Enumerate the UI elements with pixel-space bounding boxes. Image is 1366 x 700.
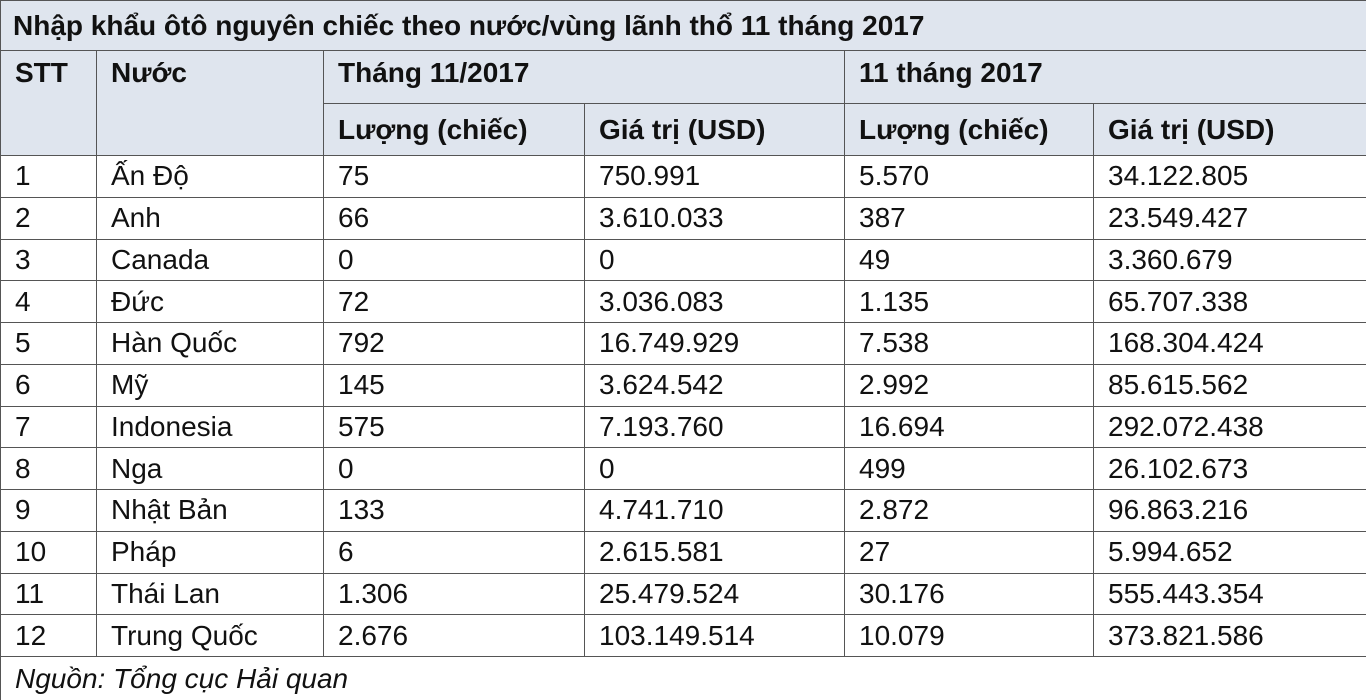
table-cell: 3.624.542 <box>584 363 845 407</box>
table-row: 8 Nga 0 0 499 26.102.673 <box>0 447 1366 490</box>
table-cell: 5 <box>0 322 97 365</box>
table-cell: 30.176 <box>844 572 1094 616</box>
table-cell: 0 <box>584 238 845 282</box>
table-row: 7 Indonesia 575 7.193.760 16.694 292.072.438 <box>0 405 1366 449</box>
table-cell: 3.036.083 <box>584 280 845 323</box>
table-cell: 555.443.354 <box>1092 572 1366 616</box>
table-cell: 1.135 <box>844 280 1094 323</box>
table-cell: Đức <box>96 280 324 323</box>
table-cell: Anh <box>96 196 324 240</box>
table-cell: 66 <box>323 196 585 240</box>
table-row: 3 Canada 0 0 49 3.360.679 <box>0 238 1366 282</box>
table-cell: Thái Lan <box>96 572 324 616</box>
header-cell: 11 tháng 2017 <box>843 50 1366 104</box>
table-cell: Pháp <box>96 530 324 574</box>
table-cell: 8 <box>0 447 97 490</box>
header-cell: Lượng (chiếc) <box>844 103 1094 156</box>
table-cell: 11 <box>0 572 97 616</box>
table-row: 12 Trung Quốc 2.676 103.149.514 10.079 373.82… <box>0 614 1366 657</box>
table-cell: 96.863.216 <box>1092 489 1366 532</box>
table-cell: 3.610.033 <box>584 196 845 240</box>
source-note: Nguồn: Tổng cục Hải quan <box>0 656 1366 700</box>
table-cell: 26.102.673 <box>1092 447 1366 490</box>
table-cell: Nga <box>96 447 324 490</box>
table-cell: 292.072.438 <box>1092 405 1366 449</box>
table-cell: 168.304.424 <box>1092 322 1366 365</box>
table-cell: Canada <box>96 238 324 282</box>
table-row: 11 Thái Lan 1.306 25.479.524 30.176 555.443.3… <box>0 572 1366 616</box>
table-cell: 34.122.805 <box>1092 155 1366 198</box>
table-cell: 5.570 <box>844 155 1094 198</box>
table-cell: Indonesia <box>96 405 324 449</box>
table-cell: 10.079 <box>844 614 1094 657</box>
table-cell: Hàn Quốc <box>96 322 324 365</box>
table-cell: 75 <box>323 155 585 198</box>
table-cell: 2.615.581 <box>584 530 845 574</box>
table-row: 1 Ấn Độ 75 750.991 5.570 34.122.805 <box>0 155 1366 198</box>
table-cell: 4.741.710 <box>584 489 845 532</box>
table-cell: 12 <box>0 614 97 657</box>
table-cell: 0 <box>323 238 585 282</box>
table-cell: 575 <box>323 405 585 449</box>
header-cell: Giá trị (USD) <box>584 103 845 156</box>
table-cell: 2.992 <box>844 363 1094 407</box>
table-cell: 16.694 <box>844 405 1094 449</box>
table-cell: 7.538 <box>844 322 1094 365</box>
table-cell: 27 <box>844 530 1094 574</box>
table-cell: Nhật Bản <box>96 489 324 532</box>
table-cell: 25.479.524 <box>584 572 845 616</box>
table-cell: 16.749.929 <box>584 322 845 365</box>
table-row: 6 Mỹ 145 3.624.542 2.992 85.615.562 <box>0 363 1366 407</box>
table-cell: 3 <box>0 238 97 282</box>
header-cell: Tháng 11/2017 <box>323 50 845 104</box>
table-cell: 7.193.760 <box>584 405 845 449</box>
table-row: 10 Pháp 6 2.615.581 27 5.994.652 <box>0 530 1366 574</box>
table-cell: Ấn Độ <box>96 155 324 198</box>
table-cell: 499 <box>844 447 1094 490</box>
table-cell: 10 <box>0 530 97 574</box>
table-row: 2 Anh 66 3.610.033 387 23.549.427 <box>0 196 1366 240</box>
table-cell: 133 <box>323 489 585 532</box>
table-row: 4 Đức 72 3.036.083 1.135 65.707.338 <box>0 280 1366 323</box>
table-row: 5 Hàn Quốc 792 16.749.929 7.538 168.304.424 <box>0 322 1366 365</box>
table-cell: 9 <box>0 489 97 532</box>
table-cell: 387 <box>844 196 1094 240</box>
table-cell: 103.149.514 <box>584 614 845 657</box>
table-cell: Trung Quốc <box>96 614 324 657</box>
table-cell: 6 <box>0 363 97 407</box>
table-title: Nhập khẩu ôtô nguyên chiếc theo nước/vùn… <box>0 0 1366 51</box>
table-cell: 85.615.562 <box>1092 363 1366 407</box>
header-cell: Nước <box>96 50 324 156</box>
table-cell: 5.994.652 <box>1092 530 1366 574</box>
table-cell: 792 <box>323 322 585 365</box>
table-cell: 49 <box>844 238 1094 282</box>
header-cell: Giá trị (USD) <box>1092 103 1366 156</box>
table-cell: 2.676 <box>323 614 585 657</box>
table-cell: 6 <box>323 530 585 574</box>
table-cell: 2 <box>0 196 97 240</box>
header-cell: STT <box>0 50 97 156</box>
table-cell: 373.821.586 <box>1092 614 1366 657</box>
table-row: 9 Nhật Bản 133 4.741.710 2.872 96.863.216 <box>0 489 1366 532</box>
table-cell: 1.306 <box>323 572 585 616</box>
table-cell: 23.549.427 <box>1092 196 1366 240</box>
table-cell: 65.707.338 <box>1092 280 1366 323</box>
table-cell: 1 <box>0 155 97 198</box>
table-cell: 2.872 <box>844 489 1094 532</box>
table-cell: 72 <box>323 280 585 323</box>
header-cell: Lượng (chiếc) <box>323 103 585 156</box>
table-cell: Mỹ <box>96 363 324 407</box>
table-cell: 0 <box>584 447 845 490</box>
table-cell: 7 <box>0 405 97 449</box>
table-cell: 4 <box>0 280 97 323</box>
table-cell: 0 <box>323 447 585 490</box>
table-cell: 750.991 <box>584 155 845 198</box>
table-cell: 145 <box>323 363 585 407</box>
table-cell: 3.360.679 <box>1092 238 1366 282</box>
